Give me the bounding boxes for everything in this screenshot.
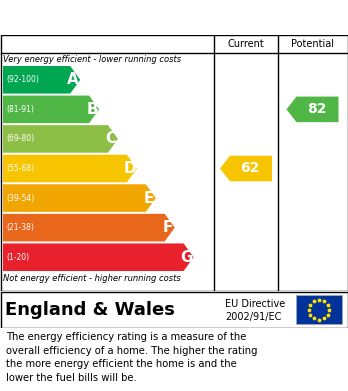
Polygon shape bbox=[3, 155, 137, 182]
Text: G: G bbox=[180, 250, 193, 265]
Text: Very energy efficient - lower running costs: Very energy efficient - lower running co… bbox=[3, 55, 181, 64]
Polygon shape bbox=[220, 156, 272, 181]
Text: D: D bbox=[124, 161, 136, 176]
Text: (39-54): (39-54) bbox=[6, 194, 34, 203]
Text: F: F bbox=[163, 220, 173, 235]
Polygon shape bbox=[3, 125, 118, 153]
Text: 62: 62 bbox=[240, 161, 260, 176]
Polygon shape bbox=[3, 184, 156, 212]
Polygon shape bbox=[3, 95, 99, 123]
Text: (1-20): (1-20) bbox=[6, 253, 29, 262]
Polygon shape bbox=[3, 214, 175, 241]
Text: EU Directive: EU Directive bbox=[225, 299, 285, 309]
Text: The energy efficiency rating is a measure of the
overall efficiency of a home. T: The energy efficiency rating is a measur… bbox=[6, 332, 258, 383]
Text: 82: 82 bbox=[307, 102, 326, 117]
Text: Current: Current bbox=[228, 39, 264, 49]
Polygon shape bbox=[3, 66, 80, 93]
Text: C: C bbox=[105, 131, 117, 146]
Text: (55-68): (55-68) bbox=[6, 164, 34, 173]
Text: E: E bbox=[144, 190, 154, 206]
Bar bbox=[296, 295, 342, 324]
Text: (81-91): (81-91) bbox=[6, 105, 34, 114]
Text: 2002/91/EC: 2002/91/EC bbox=[225, 312, 282, 322]
Text: B: B bbox=[86, 102, 98, 117]
Polygon shape bbox=[286, 97, 339, 122]
Text: Energy Efficiency Rating: Energy Efficiency Rating bbox=[7, 9, 236, 27]
Text: England & Wales: England & Wales bbox=[5, 301, 175, 319]
Text: A: A bbox=[67, 72, 79, 87]
Text: (92-100): (92-100) bbox=[6, 75, 39, 84]
Text: Potential: Potential bbox=[291, 39, 334, 49]
Text: (69-80): (69-80) bbox=[6, 135, 34, 143]
Polygon shape bbox=[3, 244, 193, 271]
Text: Not energy efficient - higher running costs: Not energy efficient - higher running co… bbox=[3, 274, 181, 283]
Text: (21-38): (21-38) bbox=[6, 223, 34, 232]
